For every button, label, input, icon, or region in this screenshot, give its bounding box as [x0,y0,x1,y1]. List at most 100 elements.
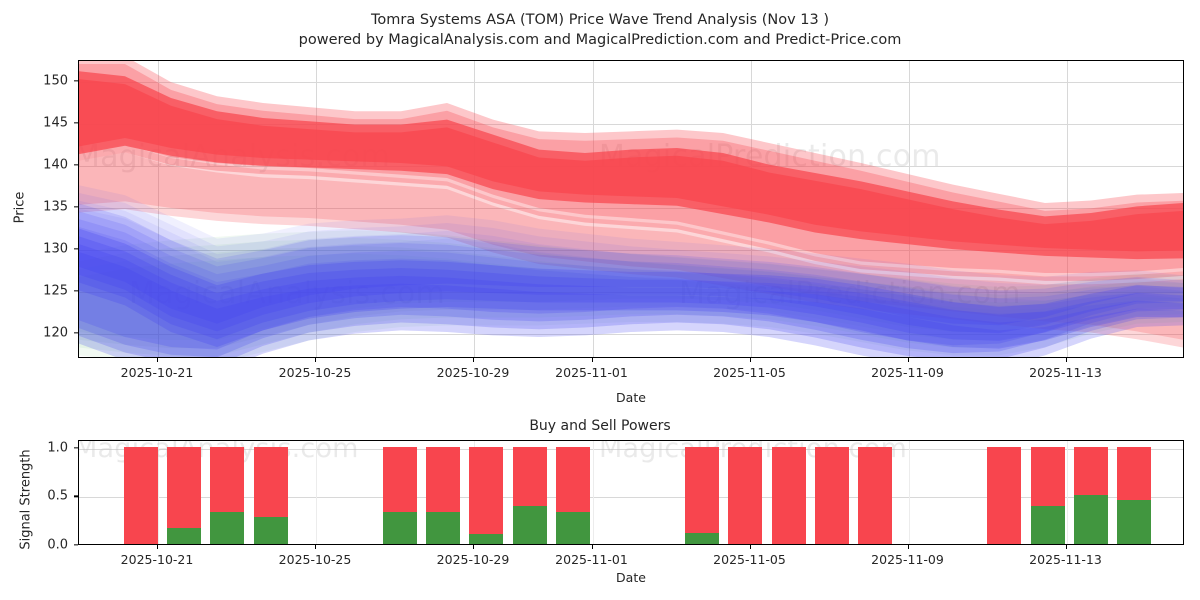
y-tick-mark [74,206,78,208]
power-bar[interactable] [1074,446,1108,544]
gridline-vertical [158,441,159,544]
buy-power-segment [210,511,245,544]
power-bar[interactable] [123,446,158,544]
y-tick-label: 140 [43,157,68,173]
band-area [79,253,1183,357]
power-bar[interactable] [166,446,201,544]
gridline-horizontal [79,82,1183,83]
x-tick-label: 2025-11-01 [555,552,628,567]
sell-power-segment [1074,446,1108,496]
sell-power-segment [728,446,763,544]
band-area [79,236,1183,334]
y-tick-label: 130 [43,241,68,257]
band-area [79,208,1183,357]
power-bar[interactable] [210,446,245,544]
gridline-vertical [1066,61,1068,357]
sell-power-segment [814,446,849,544]
x-tick-label: 2025-11-13 [1029,552,1102,567]
power-bar[interactable] [814,446,849,544]
page-subtitle: powered by MagicalAnalysis.com and Magic… [298,32,902,48]
x-tick-mark [591,358,593,362]
gridline-vertical [316,441,317,544]
price-y-axis-label: Price [12,191,28,224]
power-bar[interactable] [512,446,547,544]
y-tick-label: 0.5 [47,488,68,504]
gridline-horizontal [79,124,1183,125]
sell-power-segment [210,446,245,512]
x-tick-mark [749,358,751,362]
gridline-vertical [1066,441,1068,544]
gridline-horizontal [79,448,1183,450]
buy-power-segment [555,511,590,544]
band-area [79,238,1183,349]
x-tick-label: 2025-11-13 [1029,365,1102,380]
y-tick-mark [74,122,78,124]
power-bar[interactable] [555,446,590,544]
page-title: Tomra Systems ASA (TOM) Price Wave Trend… [370,12,830,28]
band-area [79,200,1183,357]
gridline-vertical [592,441,594,544]
power-bar[interactable] [253,446,288,544]
gridline-horizontal [79,333,1183,335]
x-tick-label: 2025-10-21 [120,365,194,380]
buy-power-segment [425,511,460,544]
y-tick-mark [74,544,78,546]
gridline-vertical [474,61,475,357]
band-area [79,251,1183,349]
x-tick-label: 2025-11-09 [871,552,944,567]
band-area [79,211,1183,357]
price-wave-plot: MagicalAnalysis.comMagicalPrediction.com… [78,60,1184,358]
y-tick-mark [74,164,78,166]
x-tick-mark [907,358,909,362]
buy-power-segment [253,516,288,544]
x-tick-mark [749,545,751,549]
band-area [79,228,1183,326]
band-area [79,144,1183,340]
x-tick-label: 2025-11-09 [871,365,944,380]
band-area [79,203,1183,350]
power-bar[interactable] [987,446,1022,544]
gridline-horizontal [79,497,1183,499]
y-tick-label: 1.0 [47,440,68,456]
band-area [79,152,1183,348]
sell-power-segment [1117,446,1152,501]
band-area [79,185,1183,350]
sell-power-segment [987,446,1022,544]
sell-power-segment [123,446,158,544]
y-tick-label: 120 [43,325,68,341]
gridline-vertical [908,441,910,544]
powers-chart-title: Buy and Sell Powers [529,418,671,434]
power-bar[interactable] [1117,446,1152,544]
x-tick-mark [591,545,593,549]
band-area [79,226,1183,357]
sell-power-segment [469,446,504,535]
power-bar[interactable] [382,446,417,544]
gridline-horizontal [79,207,1183,209]
y-tick-mark [74,332,78,334]
power-bar[interactable] [469,446,504,544]
gridline-vertical [158,61,159,357]
power-bar[interactable] [771,446,806,544]
x-tick-mark [907,545,909,549]
chart-title-block: Tomra Systems ASA (TOM) Price Wave Trend… [0,10,1200,50]
power-bar[interactable] [684,446,719,544]
power-bar[interactable] [858,446,893,544]
x-tick-mark [1065,358,1067,362]
power-bar[interactable] [425,446,460,544]
sell-power-segment [858,446,893,544]
power-bar[interactable] [1030,446,1065,544]
sell-power-segment [425,446,460,512]
y-tick-label: 145 [43,115,68,131]
sell-power-segment [166,446,201,528]
powers-x-axis-label: Date [616,570,646,585]
x-tick-label: 2025-10-25 [278,552,352,567]
power-bar[interactable] [728,446,763,544]
x-tick-label: 2025-11-05 [713,552,786,567]
price-band-areas [79,61,1183,357]
gridline-horizontal [79,291,1183,293]
band-area [79,71,1183,252]
buy-power-segment [1074,495,1108,544]
sell-power-segment [253,446,288,517]
y-tick-label: 150 [43,73,68,89]
